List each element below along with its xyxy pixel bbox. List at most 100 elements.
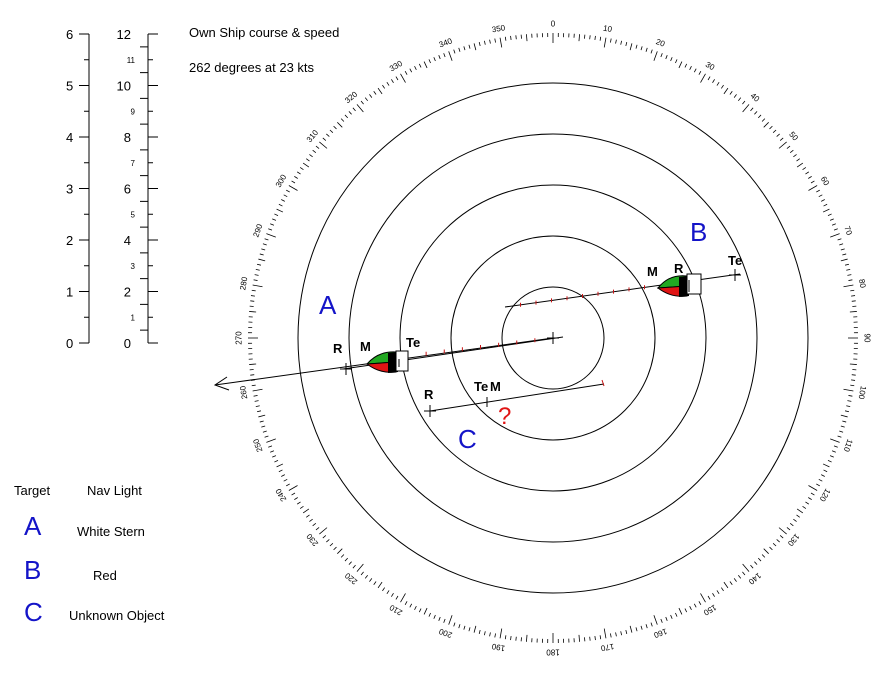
left-scale-label: 0 xyxy=(66,336,73,351)
bearing-tick xyxy=(778,141,787,149)
bearing-label: 230 xyxy=(304,531,320,547)
bearing-tick xyxy=(847,400,852,402)
bearing-tick xyxy=(712,79,715,83)
bearing-tick xyxy=(629,625,633,633)
bearing-tick xyxy=(254,274,259,276)
bearing-tick xyxy=(733,578,737,582)
bearing-tick xyxy=(839,430,844,433)
bearing-tick xyxy=(337,122,343,128)
target-b-ship-icon xyxy=(656,273,702,297)
target-c-track xyxy=(424,379,605,417)
bearing-tick xyxy=(750,564,754,569)
bearing-tick xyxy=(660,53,663,58)
range-ring xyxy=(450,235,656,441)
bearing-tick xyxy=(258,414,266,418)
bearing-tick xyxy=(261,248,266,251)
bearing-label: 350 xyxy=(491,23,506,34)
bearing-tick xyxy=(742,563,750,572)
bearing-tick xyxy=(837,435,842,438)
bearing-tick xyxy=(844,410,850,413)
bearing-tick xyxy=(296,171,301,175)
bearing-tick xyxy=(769,125,773,130)
bearing-tick xyxy=(761,118,766,122)
bearing-tick xyxy=(796,514,800,518)
bearing-tick xyxy=(433,57,436,62)
bearing-tick xyxy=(848,279,853,281)
bearing-tick xyxy=(344,557,349,562)
bearing-label: 280 xyxy=(238,276,249,291)
bearing-tick xyxy=(635,627,638,632)
bearing-tick xyxy=(650,49,653,54)
bearing-tick xyxy=(754,111,758,115)
bearing-tick xyxy=(578,34,580,42)
bearing-label: 250 xyxy=(251,437,264,453)
bearing-tick xyxy=(276,463,284,468)
bearing-tick xyxy=(252,284,263,288)
bearing-tick xyxy=(829,218,834,221)
bearing-tick xyxy=(344,114,349,119)
bearing-tick xyxy=(805,501,810,505)
bearing-tick xyxy=(625,629,628,635)
right-scale-label: 7 xyxy=(131,159,136,168)
bearing-tick xyxy=(443,53,446,58)
bearing-tick xyxy=(283,194,288,198)
bearing-tick xyxy=(693,603,697,608)
bearing-tick xyxy=(849,363,857,365)
bearing-label: 90 xyxy=(863,334,872,343)
bearing-tick xyxy=(309,154,313,158)
bearing-label: 270 xyxy=(235,331,244,345)
bearing-tick xyxy=(453,49,456,54)
bearing-tick xyxy=(377,581,383,589)
bearing-tick xyxy=(851,295,856,297)
bearing-tick xyxy=(251,289,256,292)
bearing-tick xyxy=(319,141,328,149)
bearing-tick xyxy=(255,269,260,271)
bearing-tick xyxy=(288,485,298,491)
bearing-tick xyxy=(843,284,854,288)
bearing-tick xyxy=(302,162,310,168)
bearing-tick xyxy=(808,485,818,491)
bearing-tick xyxy=(249,311,257,313)
bearing-tick xyxy=(258,258,266,262)
bearing-tick xyxy=(312,522,317,527)
bearing-tick xyxy=(823,469,828,473)
bearing-tick xyxy=(274,460,279,463)
right-scale-label: 6 xyxy=(124,182,131,197)
bearing-tick xyxy=(822,463,830,468)
left-scale-label: 6 xyxy=(66,27,73,42)
bearing-tick xyxy=(645,47,648,52)
target-b-label: B xyxy=(690,217,707,247)
target-c-mark-r: R xyxy=(424,387,434,402)
bearing-tick xyxy=(670,614,673,619)
bearing-tick xyxy=(729,581,733,585)
left-scale-label: 1 xyxy=(66,285,73,300)
bearing-tick xyxy=(468,44,471,49)
range-ring xyxy=(399,184,707,492)
legend-light-b: Red xyxy=(93,568,117,583)
bearing-tick xyxy=(818,478,823,482)
bearing-tick xyxy=(707,76,711,81)
bearing-tick xyxy=(312,149,317,154)
bearing-tick xyxy=(830,233,840,238)
bearing-tick xyxy=(463,46,466,51)
bearing-tick xyxy=(849,311,857,313)
bearing-tick xyxy=(352,107,356,112)
bearing-tick xyxy=(423,607,428,615)
track-marks: R M Te M R Te R Te M xyxy=(333,253,742,402)
target-b-mark-m: M xyxy=(647,264,658,279)
bearing-tick xyxy=(578,634,580,642)
bearing-tick xyxy=(831,223,836,226)
bearing-tick xyxy=(793,518,797,522)
bearing-tick xyxy=(693,68,697,73)
bearing-tick xyxy=(526,34,528,42)
bearing-label: 290 xyxy=(251,222,264,238)
right-scale-label: 2 xyxy=(124,285,131,300)
bearing-label: 300 xyxy=(274,172,289,189)
unknown-object-symbol: ? xyxy=(498,403,511,430)
bearing-tick xyxy=(489,632,491,637)
bearing-tick xyxy=(615,39,617,44)
bearing-tick xyxy=(761,554,766,558)
bearing-tick xyxy=(315,527,320,531)
bearing-tick xyxy=(737,574,742,579)
bearing-tick xyxy=(716,590,720,595)
